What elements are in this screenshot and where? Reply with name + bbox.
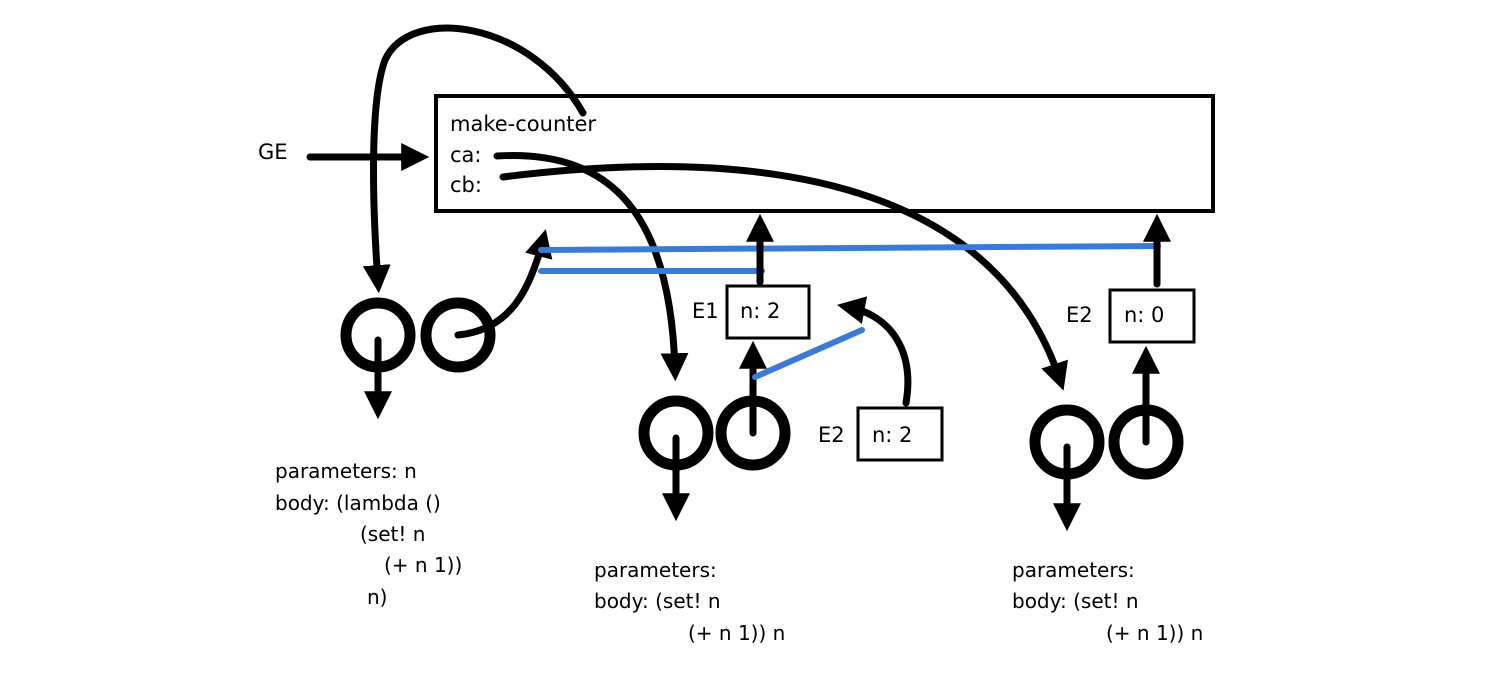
ge-label: GE	[258, 140, 288, 164]
procedure-text-cb: parameters: body: (set! n (+ n 1)) n	[1012, 558, 1203, 645]
proc1-line-4: (+ n 1))	[384, 553, 462, 577]
frame-e2-right-label: E2	[1066, 303, 1093, 327]
procedure-object-ca	[638, 340, 791, 522]
cb-pointer-arrow	[499, 163, 1068, 391]
blue-link-to-e2-middle	[752, 327, 865, 380]
proc1-line-5: n)	[367, 585, 387, 609]
global-frame-box	[434, 94, 1215, 213]
frame-e1-box	[725, 284, 811, 340]
binding-cb: cb:	[450, 173, 482, 197]
make-counter-pointer-arrow	[362, 24, 587, 294]
frame-e1: E1 n: 2	[692, 284, 811, 340]
procedure-text-ca: parameters: body: (set! n (+ n 1)) n	[594, 558, 785, 645]
frame-e1-label: E1	[692, 299, 719, 323]
frame-e2-middle: E2 n: 2	[818, 406, 944, 462]
proc1-line-3: (set! n	[360, 522, 425, 546]
proc3-line-3: (+ n 1)) n	[1106, 621, 1203, 645]
binding-make-counter: make-counter	[450, 112, 596, 136]
frame-e2-middle-box	[856, 406, 944, 462]
e2-middle-parent-arrow	[836, 296, 912, 407]
frame-e2-middle-binding: n: 2	[872, 423, 912, 447]
frame-e2-middle-label: E2	[818, 423, 845, 447]
proc2-line-1: parameters:	[594, 558, 717, 582]
frame-e2-right-box	[1108, 288, 1196, 344]
blue-link-to-e2-right	[538, 243, 1161, 253]
proc3-line-1: parameters:	[1012, 558, 1135, 582]
frame-e2-right: E2 n: 0	[1066, 288, 1196, 344]
ca-pointer-arrow	[493, 152, 689, 382]
proc1-line-2: body: (lambda ()	[275, 491, 441, 515]
proc1-line-1: parameters: n	[275, 459, 417, 483]
frame-e2-right-binding: n: 0	[1124, 303, 1164, 327]
procedure-text-make-counter: parameters: n body: (lambda () (set! n (…	[275, 459, 462, 609]
binding-ca: ca:	[450, 143, 482, 167]
global-environment-frame: make-counter ca: cb:	[434, 94, 1215, 213]
proc2-line-2: body: (set! n	[594, 589, 721, 613]
procedure-object-cb	[1029, 345, 1184, 532]
proc3-line-2: body: (set! n	[1012, 589, 1139, 613]
procedure-object-make-counter	[340, 229, 553, 420]
env-pointer-arrow	[454, 229, 553, 339]
frame-e1-binding: n: 2	[740, 299, 780, 323]
proc2-line-3: (+ n 1)) n	[688, 621, 785, 645]
